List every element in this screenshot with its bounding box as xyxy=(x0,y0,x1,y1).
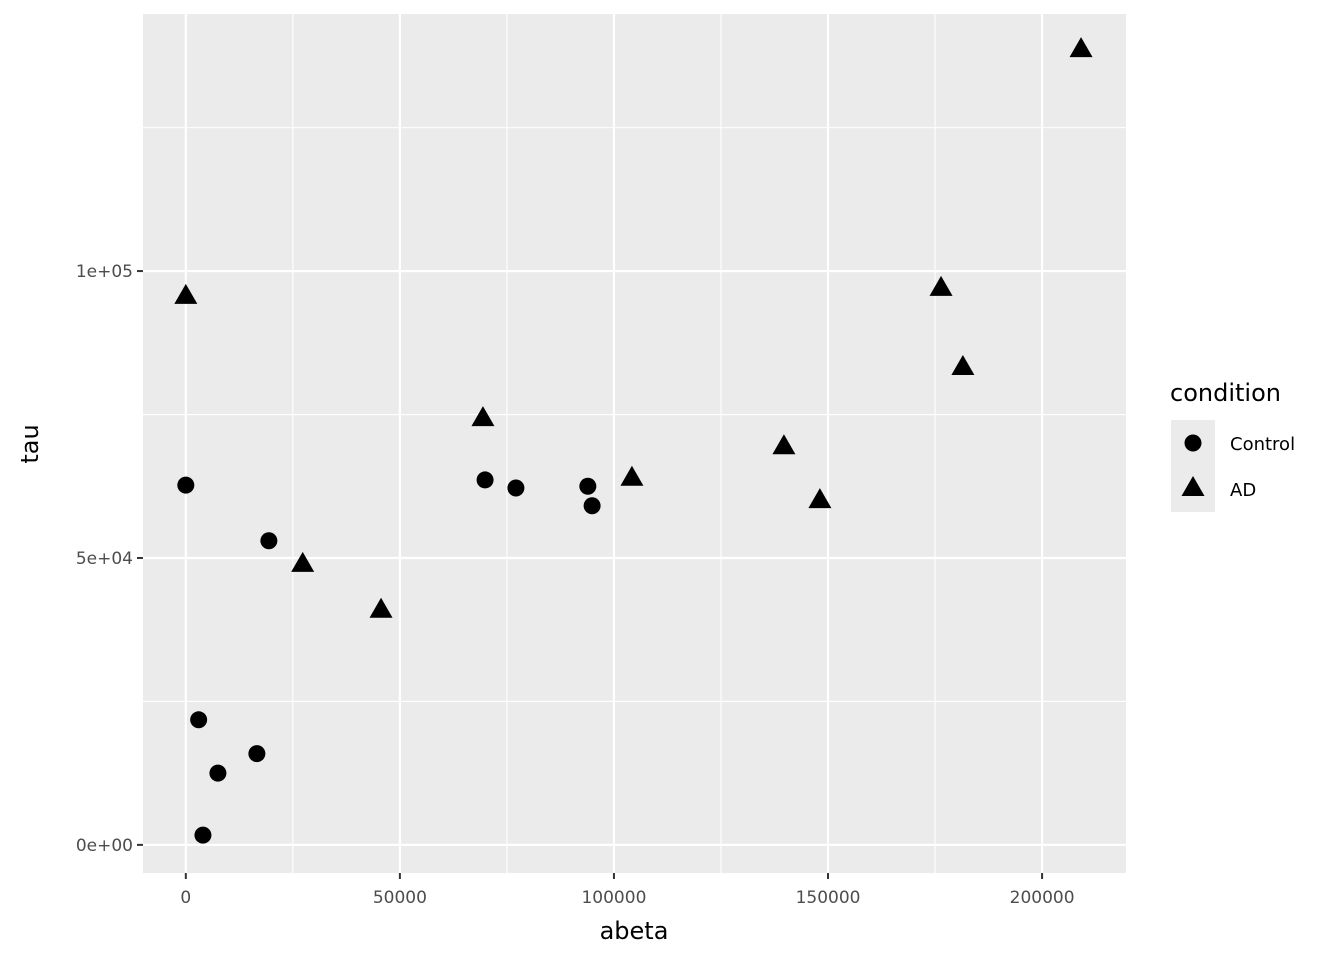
axes: 0 50000 100000 150000 200000 0e+00 5e+04 1e+05 xyxy=(76,262,1075,908)
data-points xyxy=(174,37,1093,844)
point-control xyxy=(190,711,208,729)
legend: condition Control AD xyxy=(1170,379,1295,512)
legend-key-ad xyxy=(1181,476,1205,496)
x-tick-label: 150000 xyxy=(796,888,861,908)
y-tick-label: 5e+04 xyxy=(76,549,133,569)
x-tick-label: 0 xyxy=(180,888,191,908)
point-ad xyxy=(174,283,198,304)
point-ad xyxy=(369,597,393,618)
legend-label-control: Control xyxy=(1230,434,1295,455)
point-control xyxy=(260,532,278,550)
point-control xyxy=(583,497,601,515)
point-ad xyxy=(772,434,796,455)
legend-title: condition xyxy=(1170,379,1281,407)
point-ad xyxy=(808,488,832,509)
point-ad xyxy=(291,551,315,572)
legend-label-ad: AD xyxy=(1230,480,1256,501)
legend-key-control xyxy=(1184,434,1202,452)
point-control xyxy=(507,479,525,497)
y-tick-label: 1e+05 xyxy=(76,262,133,282)
point-control xyxy=(177,476,195,494)
x-tick-label: 200000 xyxy=(1010,888,1075,908)
point-control xyxy=(579,477,597,495)
legend-key-background xyxy=(1171,420,1215,512)
point-control xyxy=(476,471,494,489)
x-tick-label: 100000 xyxy=(581,888,646,908)
x-tick-label: 50000 xyxy=(373,888,427,908)
point-ad xyxy=(620,465,644,486)
panel-background xyxy=(143,14,1126,873)
y-tick-label: 0e+00 xyxy=(76,836,133,856)
point-ad xyxy=(929,275,953,296)
y-axis-title: tau xyxy=(16,424,44,463)
point-ad xyxy=(951,355,975,376)
point-ad xyxy=(471,406,495,427)
point-control xyxy=(209,764,227,782)
point-control xyxy=(248,745,266,763)
point-ad xyxy=(1069,37,1093,58)
gridlines xyxy=(143,14,1126,873)
point-control xyxy=(194,826,212,844)
x-axis-title: abeta xyxy=(600,917,669,945)
